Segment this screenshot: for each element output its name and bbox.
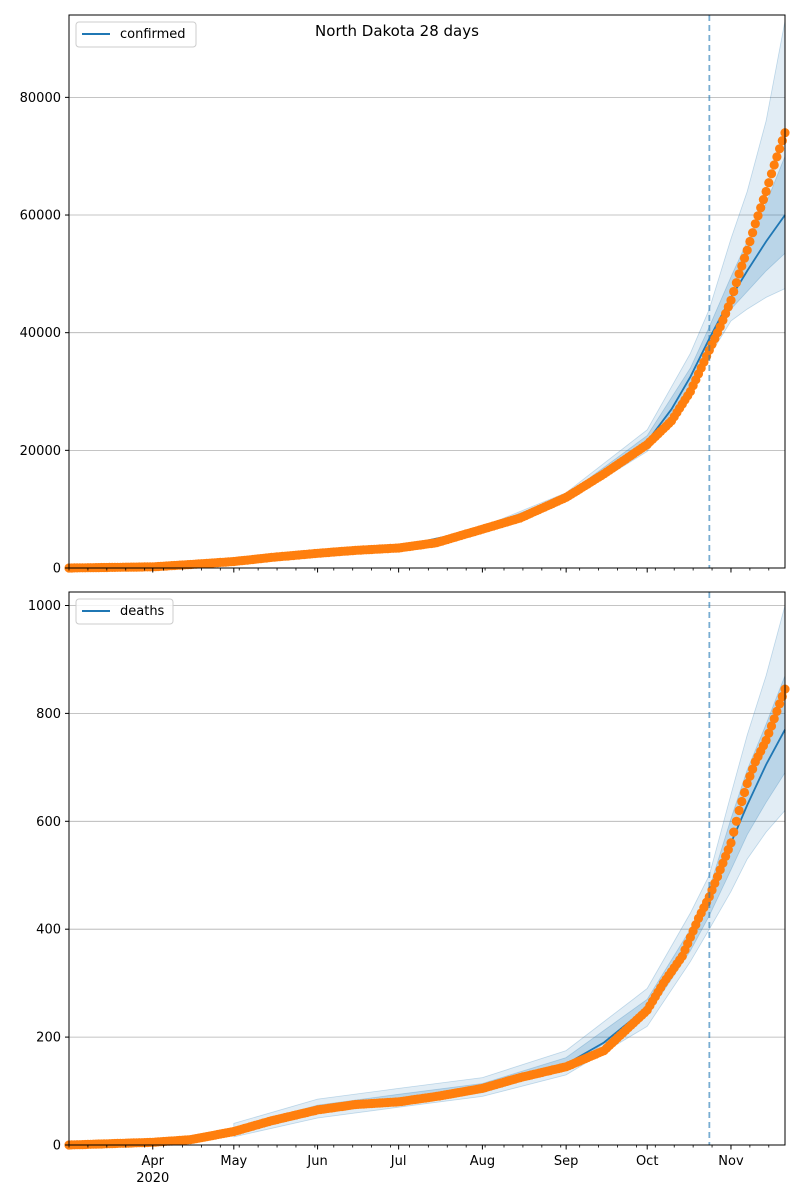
confirmed-y-tick-label: 20000	[20, 444, 61, 459]
confirmed-y-tick-label: 60000	[20, 209, 61, 224]
deaths-observed-point	[734, 805, 744, 816]
confirmed-observed-point	[766, 169, 777, 179]
deaths-observed-point	[766, 721, 777, 731]
deaths-x-tick-label: Apr	[142, 1154, 165, 1169]
confirmed-observed-point	[764, 178, 774, 188]
deaths-x-ticks: Apr May Jun Jul Aug Sep Oct Nov 2020	[68, 1145, 770, 1186]
deaths-legend-box	[75, 598, 174, 625]
confirmed-observed-point	[758, 195, 769, 205]
deaths-observed-point	[775, 699, 785, 709]
confirmed-observed-point	[734, 269, 744, 279]
deaths-y-tick-label: 0	[53, 1139, 61, 1154]
deaths-observed-point	[729, 827, 739, 837]
confirmed-x-ticks	[68, 568, 770, 573]
deaths-axes-frame	[68, 591, 786, 1146]
confirmed-axes-frame	[68, 14, 786, 569]
confirmed-observed-point	[742, 245, 752, 255]
confirmed-observed-point	[748, 228, 758, 238]
deaths-observed-point	[761, 735, 771, 746]
deaths-observed-point	[769, 714, 779, 724]
confirmed-observed-point	[731, 278, 742, 288]
confirmed-y-tick-label: 80000	[20, 91, 61, 106]
deaths-legend-label: deaths	[120, 604, 165, 619]
deaths-observed-point	[731, 816, 742, 826]
deaths-observed-point	[726, 838, 736, 848]
deaths-x-tick-label: May	[220, 1154, 247, 1169]
confirmed-observed-point	[729, 286, 739, 297]
deaths-y-ticks: 0 200 400 600 800 1000	[28, 599, 69, 1154]
confirmed-observed-point	[745, 236, 755, 247]
confirmed-observed-point	[777, 136, 787, 146]
confirmed-observed-point	[769, 160, 779, 170]
deaths-observed-point	[739, 787, 750, 798]
confirmed-panel: 0 20000 40000 60000 80000 confirmed North Da…	[20, 14, 790, 577]
deaths-x-tick-label: Jul	[390, 1154, 407, 1169]
deaths-y-tick-label: 400	[36, 923, 61, 938]
confirmed-observed-point	[726, 295, 736, 305]
deaths-x-year-label: 2020	[136, 1171, 169, 1186]
confirmed-legend-box	[75, 21, 197, 48]
deaths-observed-point	[737, 796, 747, 807]
deaths-y-tick-label: 200	[36, 1031, 61, 1046]
confirmed-y-tick-label: 0	[53, 562, 61, 577]
deaths-x-tick-label: Aug	[470, 1154, 495, 1169]
confirmed-y-ticks: 0 20000 40000 60000 80000	[20, 91, 69, 577]
deaths-y-tick-label: 800	[36, 707, 61, 722]
deaths-x-tick-label: Jun	[306, 1154, 327, 1169]
chart-title: North Dakota 28 days	[315, 22, 479, 40]
confirmed-observed-point	[761, 186, 771, 197]
deaths-observed-point	[745, 771, 755, 781]
deaths-x-tick-label: Nov	[718, 1154, 744, 1169]
confirmed-observed-point	[739, 253, 750, 263]
confirmed-observed-point	[756, 203, 766, 213]
deaths-y-tick-label: 1000	[28, 599, 61, 614]
deaths-x-tick-label: Sep	[554, 1154, 579, 1169]
confirmed-observed-point	[753, 211, 763, 221]
confirmed-observed-point	[737, 261, 747, 271]
deaths-legend: deaths	[75, 598, 174, 625]
deaths-panel: 0 200 400 600 800 1000 Apr May Jun Jul Aug Sep Oct N…	[28, 591, 790, 1186]
deaths-observed-point	[742, 778, 752, 789]
confirmed-y-tick-label: 40000	[20, 326, 61, 341]
deaths-y-tick-label: 600	[36, 815, 61, 830]
confirmed-legend-label: confirmed	[120, 27, 186, 42]
confirmed-legend: confirmed	[75, 21, 197, 48]
confirmed-observed-point	[772, 152, 782, 162]
deaths-observed-point	[764, 728, 774, 738]
deaths-x-tick-label: Oct	[636, 1154, 658, 1169]
deaths-observed-point	[748, 764, 758, 774]
deaths-observed-point	[772, 706, 782, 717]
confirmed-observed-point	[775, 144, 785, 154]
confirmed-observed-point	[750, 219, 760, 229]
